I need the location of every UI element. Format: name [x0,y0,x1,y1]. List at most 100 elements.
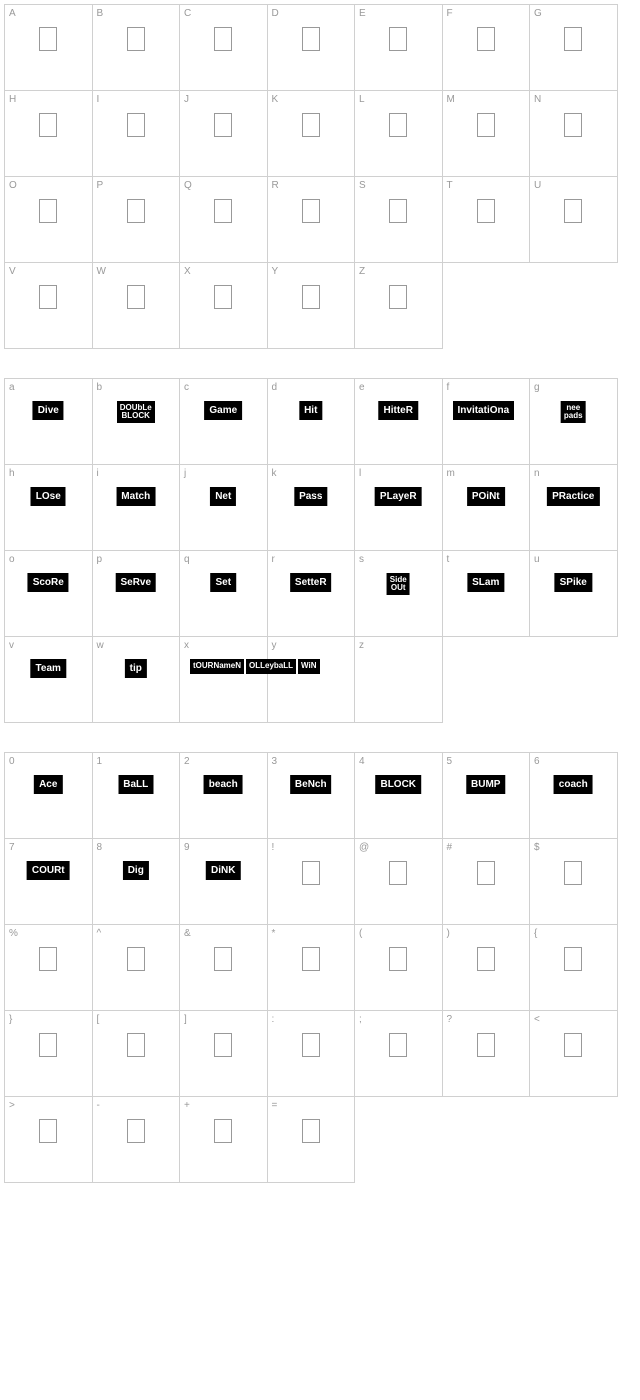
glyph-cell-sym: $ [529,838,618,925]
glyph-cell-z: z [354,636,443,723]
cell-label: 8 [97,842,103,853]
cell-label: & [184,928,191,939]
cell-label: W [97,266,106,277]
cell-label: ; [359,1014,362,1025]
glyph-cell-Q: Q [179,176,268,263]
glyph-cell-g: gneepads [529,378,618,465]
glyph-cell-o: o ScoRe [4,550,93,637]
word-glyph: POiNt [467,487,505,506]
cell-label: o [9,554,15,565]
glyph-cell-y: y [267,636,356,723]
empty-glyph [39,113,57,137]
glyph-cell-sym: ( [354,924,443,1011]
glyph-cell-sym: } [4,1010,93,1097]
word-glyph: SLam [467,573,504,592]
cell-label: * [272,928,276,939]
cell-label: Z [359,266,365,277]
word-glyph: ScoRe [28,573,69,592]
glyph-cell-j: jNet [179,464,268,551]
glyph-cell-r: rSetteR [267,550,356,637]
glyph-cell-sym: 6coach [529,752,618,839]
cell-label: ] [184,1014,187,1025]
glyph-cell-R: R [267,176,356,263]
empty-glyph [302,113,320,137]
cell-label: Y [272,266,279,277]
cell-label: < [534,1014,540,1025]
word-glyph: LOse [31,487,66,506]
cell-label: L [359,94,365,105]
empty-glyph [39,947,57,971]
empty-glyph [302,27,320,51]
cell-label: 5 [447,756,453,767]
cell-label: v [9,640,14,651]
empty-glyph [39,1119,57,1143]
empty-glyph [389,113,407,137]
empty-glyph [302,199,320,223]
glyph-cell-O: O [4,176,93,263]
cell-label: 6 [534,756,540,767]
cell-label: F [447,8,453,19]
glyph-cell-Z: Z [354,262,443,349]
glyph-cell-sym: [ [92,1010,181,1097]
glyph-cell-w: wtip [92,636,181,723]
glyph-cell-sym: * [267,924,356,1011]
glyph-cell-sym: 3BeNch [267,752,356,839]
word-glyph: BUMP [466,775,505,794]
cell-label: R [272,180,279,191]
empty-glyph [477,861,495,885]
empty-glyph [564,1033,582,1057]
glyph-cell-h: hLOse [4,464,93,551]
empty-glyph [477,113,495,137]
empty-glyph [477,1033,495,1057]
empty-glyph [127,113,145,137]
empty-glyph [39,285,57,309]
cell-label: T [447,180,453,191]
cell-label: p [97,554,103,565]
empty-glyph [39,199,57,223]
cell-label: n [534,468,540,479]
glyph-cell-sym: 2 beach [179,752,268,839]
glyph-cell-x: xtOURNameNOLLeybaLLWiN [179,636,268,723]
word-glyph: HitteR [379,401,418,420]
cell-label: 2 [184,756,190,767]
word-glyph: beach [204,775,243,794]
glyph-cell-sym: + [179,1096,268,1183]
cell-label: s [359,554,364,565]
glyph-cell-L: L [354,90,443,177]
glyph-cell-v: v Team [4,636,93,723]
cell-label: # [447,842,453,853]
cell-label: C [184,8,191,19]
glyph-cell-sym: = [267,1096,356,1183]
cell-label: > [9,1100,15,1111]
word-glyph: Pass [294,487,327,506]
glyph-cell-m: mPOiNt [442,464,531,551]
word-glyph: Dig [123,861,149,880]
cell-label: [ [97,1014,100,1025]
glyph-cell-a: aDive [4,378,93,465]
glyph-cell-sym: < [529,1010,618,1097]
word-glyph: BeNch [290,775,332,794]
glyph-cell-E: E [354,4,443,91]
cell-label: } [9,1014,12,1025]
empty-glyph [302,285,320,309]
empty-glyph [127,27,145,51]
glyph-cell-i: iMatch [92,464,181,551]
symbols-section: 0Ace1BaLL2beach3BeNch4BLOCK5BUMP6coach7C… [4,752,636,1182]
glyph-cell-V: V [4,262,93,349]
empty-glyph [389,27,407,51]
cell-label: 4 [359,756,365,767]
cell-label: r [272,554,275,565]
word-glyph: Team [31,659,66,678]
cell-label: l [359,468,361,479]
glyph-cell-T: T [442,176,531,263]
word-glyph: DiNK [206,861,240,880]
cell-label: ^ [97,928,102,939]
glyph-cell-C: C [179,4,268,91]
word-glyph: Game [204,401,242,420]
glyph-cell-sym: ? [442,1010,531,1097]
glyph-cell-sym: > [4,1096,93,1183]
cell-label: j [184,468,186,479]
cell-label: k [272,468,277,479]
word-glyph: Hit [299,401,322,420]
cell-label: f [447,382,450,393]
